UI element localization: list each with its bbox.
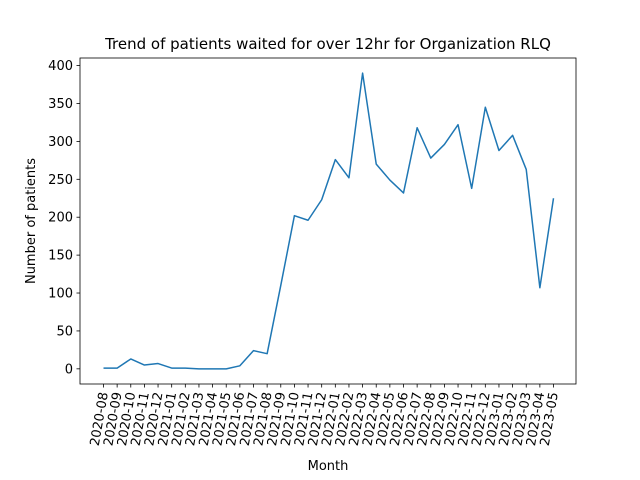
y-tick-label-50: 50 xyxy=(56,324,73,339)
chart-title: Trend of patients waited for over 12hr f… xyxy=(104,35,551,53)
y-tick-label-350: 350 xyxy=(48,97,73,112)
plot-area: 0501001502002503003504002020-082020-0920… xyxy=(48,57,577,447)
series-line-0 xyxy=(103,72,555,370)
y-tick-label-100: 100 xyxy=(48,287,73,302)
y-tick-label-150: 150 xyxy=(48,249,73,264)
y-axis-title: Number of patients xyxy=(24,158,39,284)
y-tick-label-200: 200 xyxy=(48,211,73,226)
y-tick-label-300: 300 xyxy=(48,135,73,150)
y-tick-label-250: 250 xyxy=(48,173,73,188)
x-axis-title: Month xyxy=(308,459,349,474)
plot-frame xyxy=(79,57,577,385)
y-tick-label-0: 0 xyxy=(65,362,73,377)
y-tick-label-400: 400 xyxy=(48,59,73,74)
